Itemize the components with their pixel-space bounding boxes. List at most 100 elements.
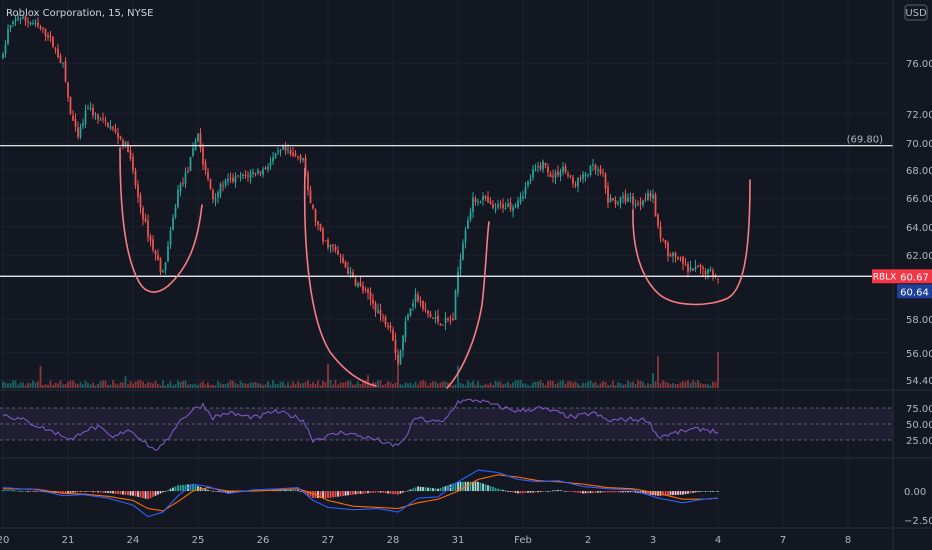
- candle-body[interactable]: [352, 272, 354, 278]
- candle-body[interactable]: [557, 171, 559, 175]
- candle-body[interactable]: [337, 250, 339, 255]
- candle-body[interactable]: [14, 19, 17, 21]
- candle-body[interactable]: [514, 205, 517, 207]
- candle-body[interactable]: [639, 202, 642, 204]
- candle-body[interactable]: [237, 175, 239, 177]
- candle-body[interactable]: [369, 291, 372, 300]
- candle-body[interactable]: [162, 270, 164, 272]
- candle-body[interactable]: [312, 204, 314, 209]
- candle-body[interactable]: [27, 21, 29, 23]
- candle-body[interactable]: [662, 239, 664, 241]
- candle-body[interactable]: [54, 48, 57, 50]
- candle-body[interactable]: [364, 289, 367, 291]
- candle-body[interactable]: [572, 177, 574, 184]
- candle-body[interactable]: [397, 354, 399, 364]
- candle-body[interactable]: [164, 262, 167, 270]
- candle-body[interactable]: [497, 204, 499, 208]
- candle-body[interactable]: [7, 28, 9, 44]
- currency-label[interactable]: USD: [905, 8, 927, 19]
- candle-body[interactable]: [617, 202, 619, 204]
- candle-body[interactable]: [144, 218, 147, 222]
- candle-body[interactable]: [542, 161, 544, 170]
- candle-body[interactable]: [12, 21, 14, 24]
- candle-body[interactable]: [527, 180, 529, 186]
- candle-body[interactable]: [549, 173, 552, 177]
- candle-body[interactable]: [57, 48, 59, 58]
- candle-body[interactable]: [362, 285, 364, 292]
- candle-body[interactable]: [642, 200, 644, 206]
- candle-body[interactable]: [434, 317, 437, 319]
- candle-body[interactable]: [42, 27, 44, 29]
- candle-body[interactable]: [169, 230, 172, 246]
- candle-body[interactable]: [267, 166, 269, 170]
- candle-body[interactable]: [502, 204, 504, 208]
- candle-body[interactable]: [492, 204, 494, 208]
- candle-body[interactable]: [462, 243, 464, 260]
- candle-body[interactable]: [119, 136, 122, 139]
- candle-body[interactable]: [624, 194, 627, 202]
- candle-body[interactable]: [679, 257, 682, 259]
- candle-body[interactable]: [244, 174, 247, 176]
- candle-body[interactable]: [94, 114, 97, 116]
- candle-body[interactable]: [32, 23, 34, 25]
- candle-body[interactable]: [709, 269, 712, 271]
- candle-body[interactable]: [559, 171, 562, 177]
- candle-body[interactable]: [594, 164, 597, 170]
- candle-body[interactable]: [494, 209, 497, 211]
- candle-body[interactable]: [142, 208, 144, 220]
- candle-body[interactable]: [322, 228, 324, 242]
- candle-body[interactable]: [359, 282, 362, 286]
- candle-body[interactable]: [669, 254, 672, 257]
- candle-body[interactable]: [449, 319, 452, 321]
- candle-body[interactable]: [167, 245, 169, 262]
- candle-body[interactable]: [419, 301, 422, 303]
- candle-body[interactable]: [647, 192, 649, 201]
- candle-body[interactable]: [474, 198, 477, 203]
- candle-body[interactable]: [652, 194, 654, 199]
- candle-body[interactable]: [274, 153, 277, 159]
- candle-body[interactable]: [4, 44, 7, 54]
- candle-body[interactable]: [632, 196, 634, 205]
- candle-body[interactable]: [179, 184, 182, 192]
- candle-body[interactable]: [382, 316, 384, 318]
- candle-body[interactable]: [589, 166, 592, 176]
- candle-body[interactable]: [627, 197, 629, 202]
- price-axis[interactable]: 76.00 72.00 70.00 68.00 66.00 64.00 62.00 58.00…: [906, 59, 932, 387]
- candle-body[interactable]: [387, 325, 389, 327]
- sketch-curve-4[interactable]: [632, 179, 751, 306]
- candle-body[interactable]: [157, 254, 159, 260]
- candle-body[interactable]: [147, 220, 149, 238]
- candle-body[interactable]: [422, 300, 424, 310]
- candle-body[interactable]: [629, 197, 632, 199]
- candle-body[interactable]: [87, 108, 89, 110]
- candle-body[interactable]: [667, 242, 669, 257]
- candle-body[interactable]: [114, 128, 117, 132]
- candle-body[interactable]: [109, 126, 112, 129]
- candle-body[interactable]: [214, 198, 217, 201]
- candle-body[interactable]: [532, 169, 534, 178]
- candle-body[interactable]: [79, 127, 82, 138]
- candle-body[interactable]: [177, 190, 179, 208]
- candle-body[interactable]: [344, 261, 347, 268]
- candle-body[interactable]: [554, 172, 557, 178]
- candle-body[interactable]: [127, 143, 129, 153]
- candle-body[interactable]: [149, 236, 152, 241]
- candle-body[interactable]: [634, 204, 637, 206]
- candle-body[interactable]: [292, 152, 294, 156]
- candle-body[interactable]: [74, 119, 77, 127]
- candle-body[interactable]: [124, 141, 127, 146]
- candle-body[interactable]: [319, 223, 322, 231]
- candle-body[interactable]: [62, 62, 64, 64]
- candle-body[interactable]: [347, 267, 349, 275]
- candle-body[interactable]: [604, 174, 607, 189]
- candle-body[interactable]: [232, 177, 234, 182]
- candle-body[interactable]: [664, 239, 667, 244]
- candle-body[interactable]: [537, 166, 539, 168]
- candle-body[interactable]: [477, 201, 479, 203]
- candle-body[interactable]: [77, 127, 79, 137]
- candle-body[interactable]: [264, 167, 267, 169]
- candle-body[interactable]: [92, 107, 94, 116]
- candle-body[interactable]: [104, 120, 107, 122]
- candle-body[interactable]: [107, 122, 109, 128]
- candle-body[interactable]: [9, 25, 12, 29]
